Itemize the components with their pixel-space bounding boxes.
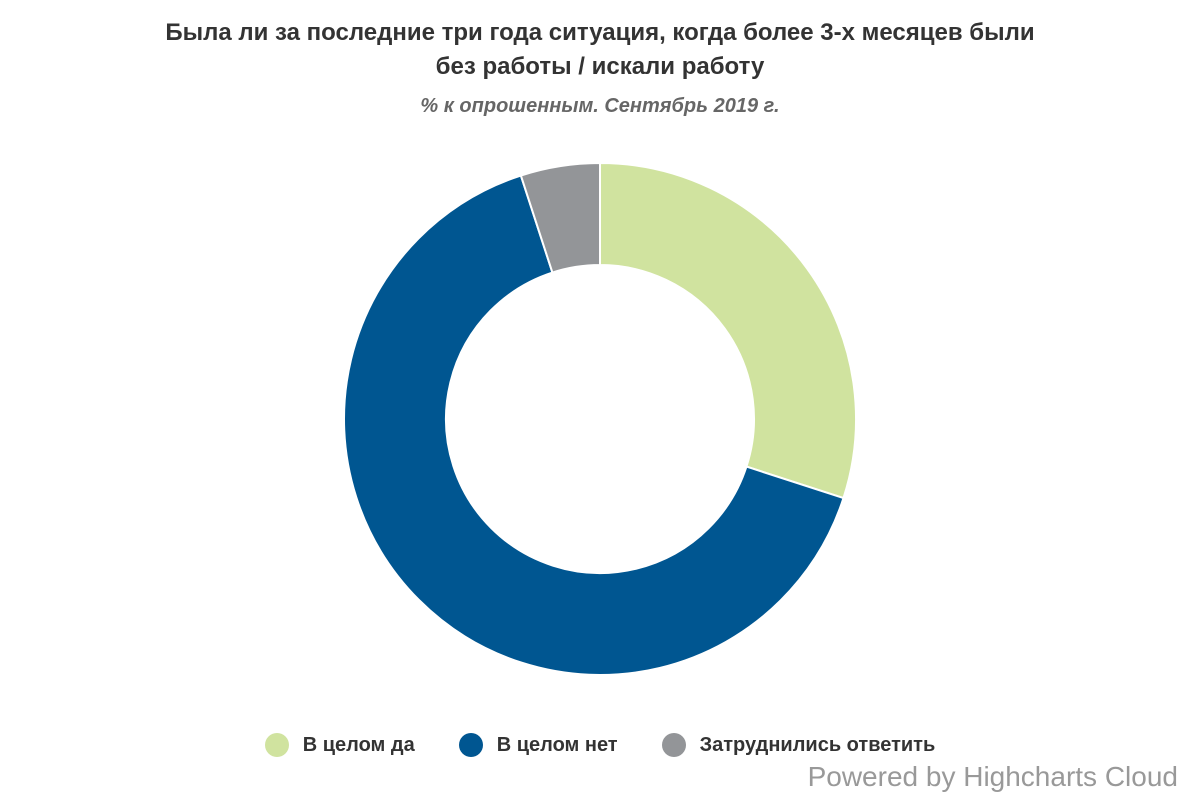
chart-title-line-2: без работы / искали работу [435,53,765,80]
legend-item-no[interactable]: В целом нет [458,733,618,757]
legend-item-yes[interactable]: В целом да [264,733,415,757]
chart-title: Была ли за последние три года ситуация, … [0,16,1200,84]
legend-label-undecided: Затруднились ответить [699,733,936,756]
legend-label-no: В целом нет [496,733,618,756]
chart-title-line-1: Была ли за последние три года ситуация, … [165,19,1035,46]
legend-swatch-undecided [661,733,686,757]
legend-swatch-yes [264,733,289,757]
legend-item-undecided[interactable]: Затруднились ответить [661,733,936,757]
legend-swatch-no [458,733,483,757]
donut-slice-yes[interactable] [599,162,857,500]
legend-label-yes: В целом да [302,733,415,756]
legend: В целом да В целом нет Затруднились отве… [0,733,1200,757]
chart-subtitle: % к опрошенным. Сентябрь 2019 г. [420,95,780,117]
donut-slice-undecided[interactable] [519,162,601,274]
credits-link[interactable]: Powered by Highcharts Cloud [807,761,1178,792]
donut-slice-no[interactable] [343,174,845,676]
